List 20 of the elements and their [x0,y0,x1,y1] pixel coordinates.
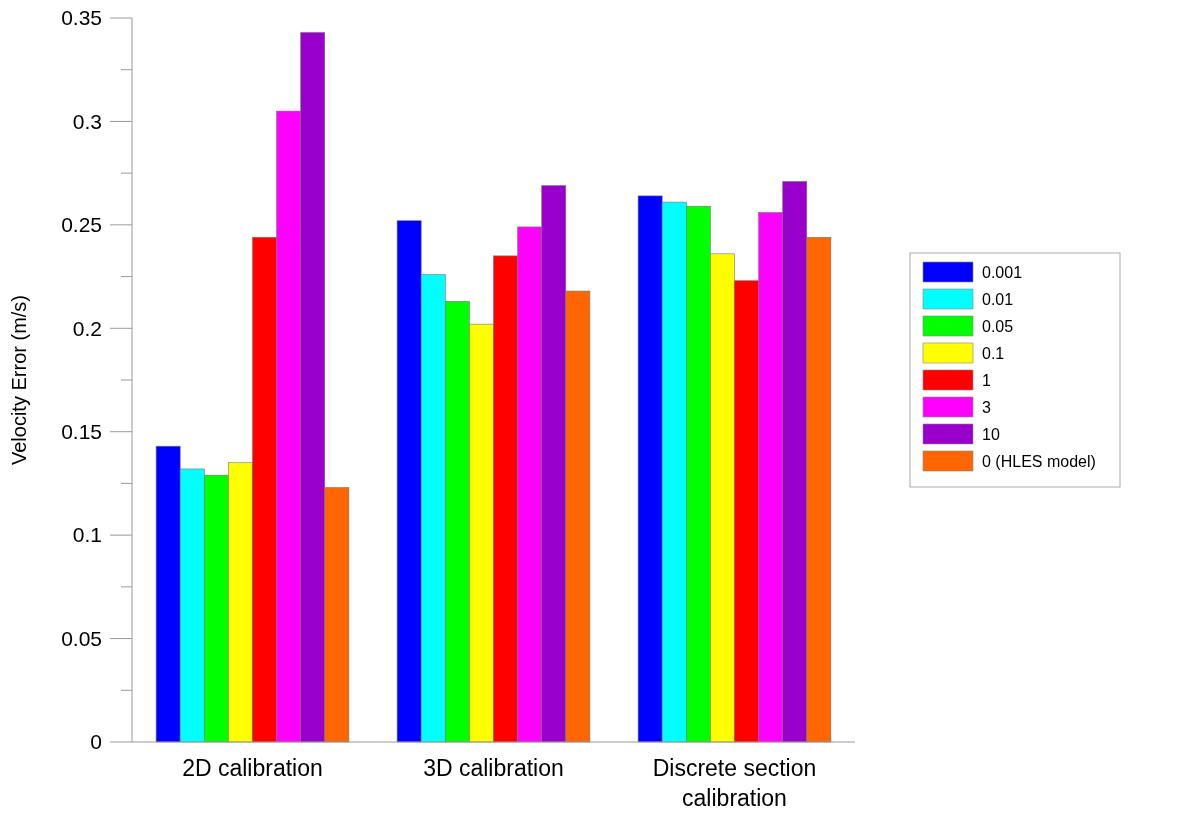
legend-label: 0.01 [982,290,1014,308]
legend-label: 1 [982,371,991,389]
y-tick-label: 0.25 [61,213,102,237]
legend-label: 0.05 [982,317,1014,335]
legend-label: 10 [982,425,1000,443]
y-tick-label: 0 [90,730,102,754]
y-tick-label: 0.15 [61,420,102,444]
legend-label: 3 [982,398,991,416]
x-tick-label: Discrete section calibration [652,755,817,811]
y-tick-label: 0.2 [72,316,102,340]
y-tick-label: 0.05 [61,626,102,650]
x-tick-label: 2D calibration [182,755,323,781]
legend-label: 0 (HLES model) [982,452,1096,470]
legend-label: 0.1 [982,344,1005,362]
y-tick-label: 0.1 [72,523,102,547]
x-tick-label: 3D calibration [423,755,564,781]
legend-label: 0.001 [982,263,1023,281]
y-axis-title: Velocity Error (m/s) [8,294,30,466]
y-tick-label: 0.3 [72,109,102,133]
y-tick-label: 0.35 [61,6,102,30]
